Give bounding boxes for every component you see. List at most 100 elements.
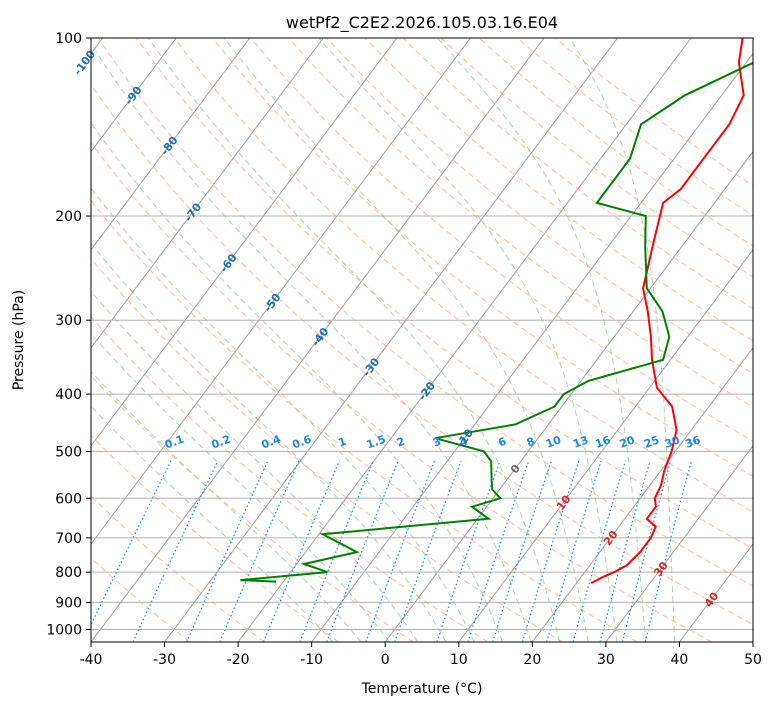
mixing-ratio-line [572,460,626,642]
y-tick-label: 700 [55,531,82,547]
y-axis-label: Pressure (hPa) [11,290,27,390]
dry-adiabat [91,257,563,642]
mixing-ratio-label: 16 [593,433,612,451]
isotherm [91,38,324,349]
moist-adiabat [91,187,475,642]
dry-adiabat [91,141,713,642]
mixing-ratio-line [91,460,172,627]
background-lines [91,38,753,642]
mixing-ratio-label: 13 [571,433,590,450]
dry-adiabat [555,38,753,187]
isotherm-label: -50 [261,291,284,315]
y-tick-label: 500 [55,444,82,460]
isotherm-label: -100 [71,48,98,78]
moist-adiabat [569,38,676,642]
dry-adiabat [91,375,414,642]
mixing-ratio-line [492,460,553,642]
dry-adiabat [91,434,340,642]
mixing-ratio-label: 0.6 [290,433,313,452]
isotherm-label: 0 [508,462,523,476]
y-tick-label: 400 [55,387,82,403]
isotherm [91,38,545,642]
mixing-ratio-label: 10 [544,433,563,451]
plot-frame [90,37,754,643]
profiles [240,38,753,584]
x-tick-label: -40 [80,652,103,668]
isotherm [605,445,753,642]
y-tick-label: 600 [55,491,82,507]
y-tick-label: 300 [55,313,82,329]
y-tick-label: 100 [55,31,82,47]
dry-adiabat [326,38,753,375]
mixing-ratio-label: 2 [395,435,407,450]
isotherm [91,38,398,447]
isotherm [752,641,753,642]
isotherm [91,38,471,545]
x-tick-label: -30 [153,652,176,668]
mixing-ratio-label: 8 [525,435,537,450]
y-tick-label: 800 [55,565,82,581]
mixing-ratio-label: 0.2 [210,433,233,452]
mixing-ratio-label: 30 [663,433,682,451]
temperature-line [590,38,745,584]
dry-adiabat [440,38,753,278]
x-axis-label: Temperature (°C) [361,681,483,697]
isotherm [237,38,692,642]
dry-adiabat [364,38,753,342]
moist-adiabat [148,38,561,642]
dry-adiabat [91,199,638,642]
dry-adiabat [91,83,753,626]
dry-adiabat [174,38,753,513]
isotherm-label: -60 [217,251,240,275]
pressure-grid [91,38,753,630]
moist-adiabat [91,242,447,642]
isotherm-label: -80 [158,134,181,158]
isotherm [384,150,753,642]
mixing-ratio-line [186,460,269,642]
dry-adiabat [91,495,265,642]
chart-title: wetPf2_C2E2.2026.105.03.16.E04 [286,13,558,33]
axis-ticks: -40 -30 -20 -10 0 10 20 30 40 5010020030040050060… [46,31,762,668]
moist-adiabat [91,290,419,642]
isotherm-label: 10 [554,493,574,513]
isotherm-label: -10 [454,426,477,450]
moist-adiabat [91,370,362,642]
x-tick-label: 0 [381,652,390,668]
moist-adiabat [91,405,334,642]
mixing-ratio-line [521,460,580,642]
mixing-ratio-line [622,460,672,642]
mixing-ratio-line [326,460,399,642]
moist-adiabat [318,38,618,642]
mixing-ratio-label: 1 [337,435,349,450]
x-tick-label: -20 [227,652,250,668]
mixing-ratio-label: 0.4 [260,433,283,452]
isotherm-label: 20 [601,528,621,548]
isotherm [91,38,251,251]
isotherm-label: -40 [309,325,332,349]
dry-adiabat [135,38,753,550]
dry-adiabat [250,38,753,442]
moist-adiabat [223,38,589,642]
dry-adiabat [97,38,753,587]
isotherm [164,38,618,642]
x-tick-label: 30 [597,652,615,668]
mixing-ratio-label: 3 [431,435,443,450]
y-tick-label: 200 [55,209,82,225]
mixing-ratio-line [644,460,693,642]
mixing-ratio-line [394,460,462,642]
mixing-ratio-label: 1.5 [365,433,388,452]
isotherm-label: -30 [360,355,383,379]
mixing-ratio-line [365,460,436,642]
dry-adiabat [402,38,753,310]
isotherm-label: 40 [702,590,722,610]
mixing-ratio-line [467,460,530,642]
dry-adiabat [478,38,753,247]
mixing-ratio-label: 20 [618,433,637,451]
isotherm [458,248,753,642]
dry-adiabat [288,38,753,408]
mixing-ratio-label: 25 [642,433,661,450]
y-tick-label: 1000 [46,622,82,638]
dewpoint-line [240,61,753,583]
mixing-ratio-line [299,460,374,642]
